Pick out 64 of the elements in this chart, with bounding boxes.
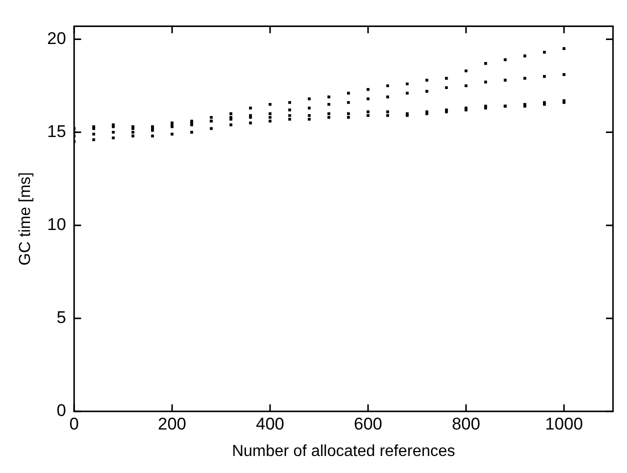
- y-tick-label: 10: [47, 215, 66, 234]
- x-tick-label: 0: [69, 414, 79, 434]
- x-tick-label: 200: [158, 414, 186, 434]
- point: [288, 108, 292, 112]
- point: [543, 50, 546, 54]
- point: [347, 92, 350, 95]
- x-tick-label: 800: [452, 414, 480, 434]
- point: [523, 54, 526, 58]
- y-tick-label: 15: [47, 122, 66, 141]
- point: [327, 112, 330, 116]
- point: [406, 82, 409, 86]
- point: [131, 130, 134, 134]
- point: [249, 122, 252, 124]
- point: [112, 136, 115, 140]
- point: [131, 134, 134, 138]
- point: [210, 127, 213, 130]
- point: [386, 96, 390, 98]
- point: [366, 88, 370, 91]
- point: [268, 112, 272, 116]
- y-axis-title: GC time [ms]: [17, 172, 34, 266]
- y-tick-label: 20: [47, 28, 66, 48]
- point: [347, 101, 350, 104]
- point: [386, 114, 390, 117]
- x-tick-label: 1000: [545, 414, 583, 434]
- point: [425, 78, 428, 82]
- point: [425, 90, 428, 93]
- x-tick-label: 600: [354, 414, 382, 434]
- point: [268, 120, 272, 123]
- y-tick-label: 5: [56, 308, 66, 328]
- point: [151, 134, 154, 138]
- point: [288, 101, 292, 104]
- point: [327, 116, 330, 119]
- point: [386, 110, 390, 114]
- point: [210, 116, 213, 119]
- point: [229, 112, 232, 116]
- point: [484, 62, 488, 65]
- point: [170, 132, 174, 136]
- point: [445, 86, 448, 90]
- point: [268, 102, 272, 106]
- point: [249, 106, 252, 110]
- point: [327, 96, 330, 98]
- point: [543, 75, 546, 78]
- point: [464, 84, 468, 88]
- point: [484, 80, 488, 84]
- point: [229, 123, 232, 126]
- point: [308, 114, 311, 117]
- point: [288, 114, 292, 117]
- point: [386, 84, 390, 88]
- point: [327, 102, 330, 106]
- point: [347, 116, 350, 119]
- y-tick-label: 0: [56, 401, 66, 420]
- point: [92, 132, 96, 136]
- point: [308, 106, 311, 110]
- x-axis-title: Number of allocated references: [232, 442, 456, 460]
- x-tick-label: 400: [256, 414, 284, 434]
- point: [347, 112, 350, 116]
- point: [366, 97, 370, 100]
- point: [445, 76, 448, 80]
- point: [366, 114, 370, 117]
- point: [464, 69, 468, 72]
- point: [562, 47, 566, 50]
- point: [268, 116, 272, 119]
- point: [562, 73, 566, 76]
- point: [366, 110, 370, 114]
